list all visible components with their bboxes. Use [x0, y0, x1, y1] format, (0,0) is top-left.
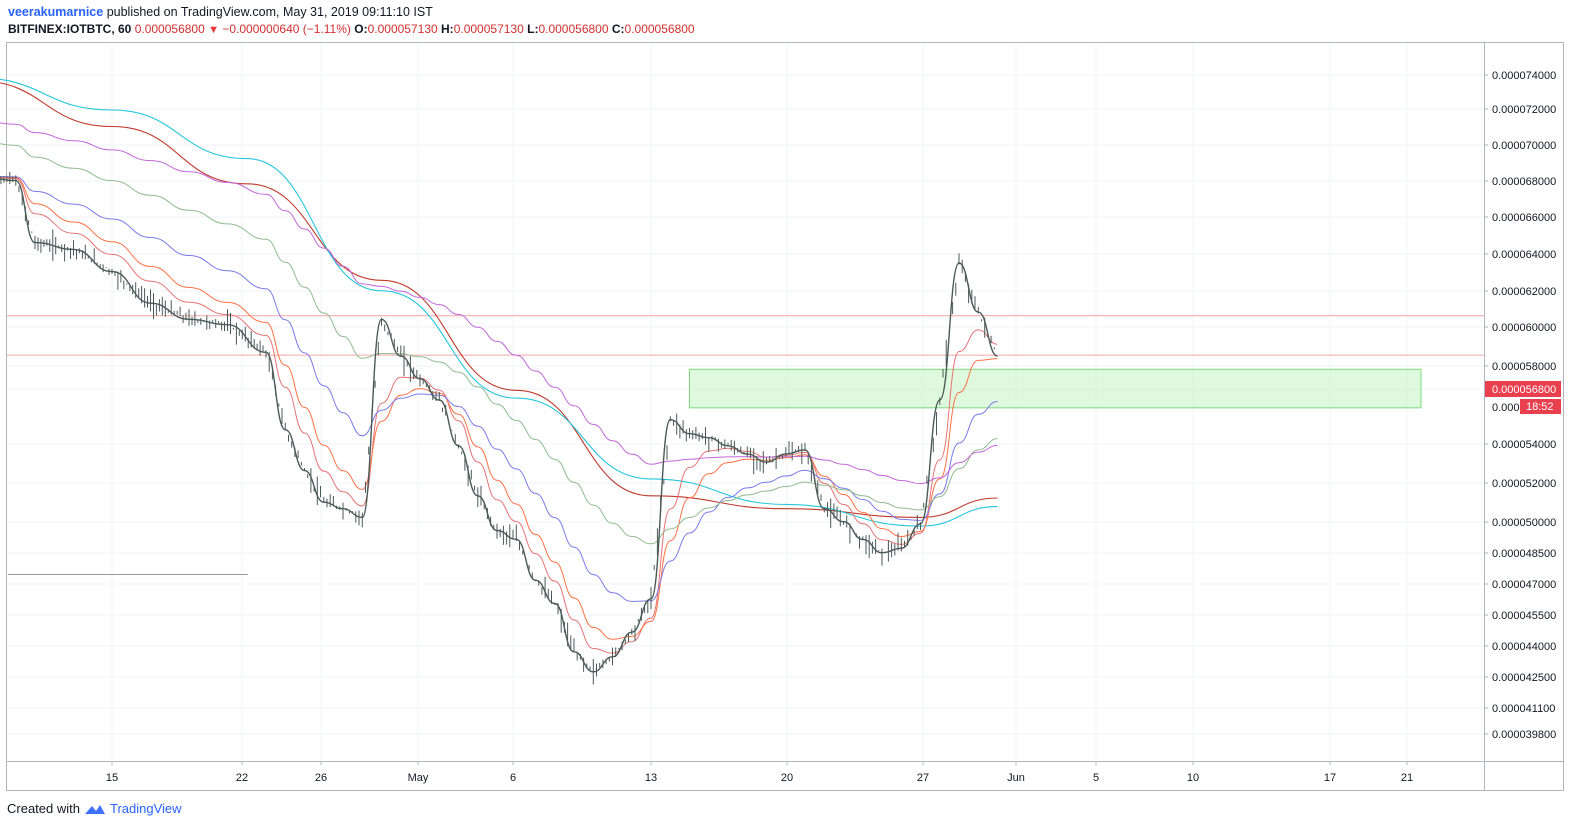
footer: Created with TradingView [7, 801, 182, 816]
countdown-tag-value: 18:52 [1526, 401, 1554, 413]
price-line [0, 178, 998, 673]
author-link[interactable]: veerakumarnice [8, 5, 104, 19]
last-price-tag-value: 0.000056800 [1492, 384, 1556, 396]
y-tick-label: 0.000072000 [1492, 104, 1556, 116]
created-with-text: Created with [7, 801, 80, 816]
price-series [0, 171, 998, 685]
x-tick-label: 20 [781, 772, 793, 784]
last-price-tag-bg [1485, 381, 1561, 397]
high-label: H: [441, 22, 454, 36]
y-tick-label: 0.000048500 [1492, 548, 1556, 560]
tradingview-brand[interactable]: TradingView [109, 801, 182, 816]
low-value: 0.000056800 [538, 22, 609, 36]
tradingview-logo-icon[interactable] [84, 802, 106, 816]
y-tick-label: 0.000060000 [1492, 322, 1556, 334]
horizontal-lines[interactable] [7, 315, 1484, 356]
price-change: −0.000000640 (−1.11%) [222, 22, 351, 36]
last-price-tag: 0.000056800 0.0000 18:52 [1485, 381, 1561, 414]
x-tick-label: 17 [1324, 772, 1336, 784]
ohlc-legend: BITFINEX:IOTBTC, 60 0.000056800 ▼ −0.000… [8, 22, 695, 36]
y-tick-label: 0.000050000 [1492, 517, 1556, 529]
y-tick-label: 0.000047000 [1492, 579, 1556, 591]
y-tick-label: 0.000070000 [1492, 140, 1556, 152]
y-tick-label: 0.000064000 [1492, 249, 1556, 261]
moving-averages [0, 78, 998, 654]
x-tick-label: Jun [1007, 772, 1025, 784]
support-zone[interactable] [689, 368, 1422, 409]
y-tick-label: 0.000042500 [1492, 672, 1556, 684]
y-tick-label: 0.000044000 [1492, 641, 1556, 653]
y-tick-label: 0.000052000 [1492, 478, 1556, 490]
countdown-tag-bg [1520, 399, 1561, 414]
x-tick-label: 15 [106, 772, 118, 784]
published-text: published on TradingView.com, May 31, 20… [106, 5, 433, 19]
close-label: C: [611, 22, 625, 36]
moving-average-line [0, 177, 998, 654]
x-tick-label: 21 [1401, 772, 1413, 784]
open-label: O: [354, 22, 368, 36]
last-price: 0.000056800 [134, 22, 205, 36]
y-tick-label: 0.000054000 [1492, 439, 1556, 451]
y-tick-label: 0.000068000 [1492, 176, 1556, 188]
y-tick-label: 0.000045500 [1492, 610, 1556, 622]
y-tick-label: 0.000066000 [1492, 212, 1556, 224]
time-axis[interactable]: 15 22 26 May 6 13 20 27 Jun 5 10 17 21 [106, 761, 1413, 784]
y-tick-label: 0.000041100 [1492, 703, 1555, 715]
down-arrow-icon: ▼ [208, 24, 219, 36]
x-tick-label: 27 [917, 772, 929, 784]
y-tick-label: 0.000058000 [1492, 361, 1556, 373]
close-value: 0.000056800 [624, 22, 695, 36]
moving-average-line [0, 122, 998, 485]
moving-average-line [0, 143, 998, 545]
y-tick-label: 0.000074000 [1492, 70, 1556, 82]
x-tick-label: 6 [510, 772, 516, 784]
x-tick-label: 26 [315, 772, 327, 784]
zone-rect[interactable] [689, 368, 1422, 409]
open-value: 0.000057130 [367, 22, 438, 36]
moving-average-line [0, 176, 998, 640]
price-axis[interactable]: 0.000074000 0.000072000 0.000070000 0.00006… [1484, 70, 1556, 741]
x-tick-label: 5 [1093, 772, 1099, 784]
low-label: L: [527, 22, 539, 36]
y-tick-label: 0.000062000 [1492, 286, 1556, 298]
moving-average-line [0, 82, 998, 518]
x-tick-label: 22 [236, 772, 248, 784]
x-tick-label: May [408, 772, 429, 784]
symbol-label[interactable]: BITFINEX:IOTBTC, 60 [8, 22, 132, 36]
y-tick-label: 0.000039800 [1492, 729, 1556, 741]
publish-info: veerakumarnice published on TradingView.… [8, 5, 433, 19]
high-value: 0.000057130 [453, 22, 524, 36]
x-tick-label: 13 [645, 772, 657, 784]
price-tag-partial: 0.0000 [1492, 402, 1526, 414]
x-tick-label: 10 [1187, 772, 1199, 784]
